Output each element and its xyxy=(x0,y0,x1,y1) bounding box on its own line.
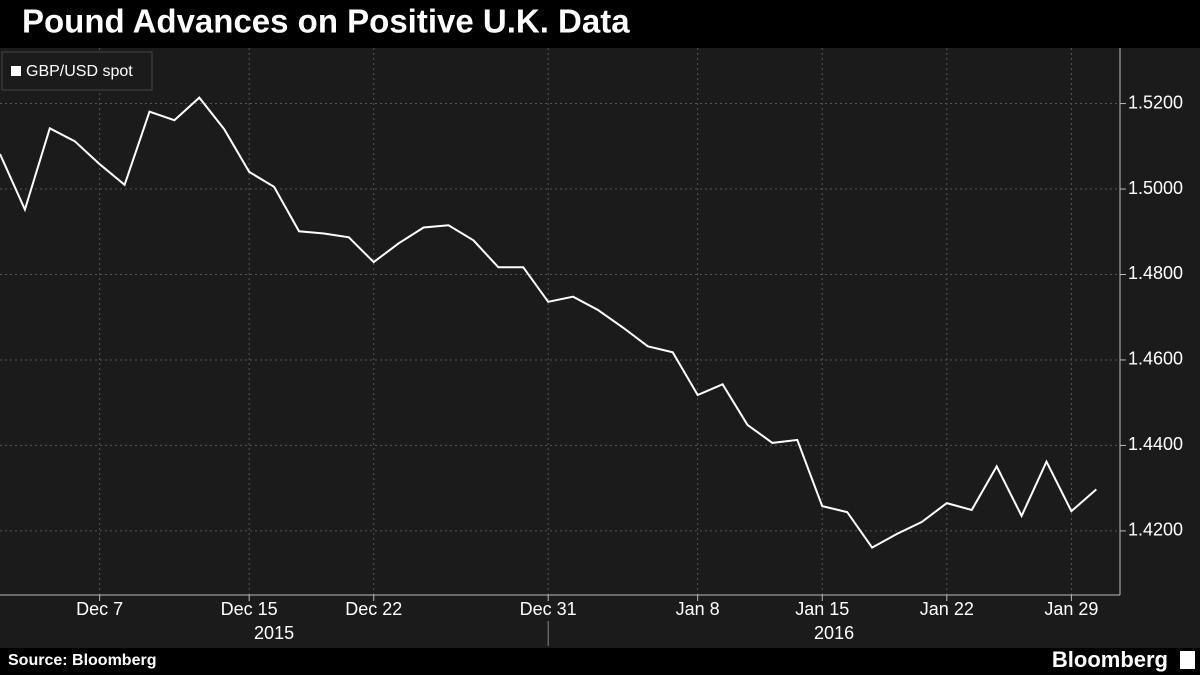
x-tick-label: Dec 7 xyxy=(76,599,123,619)
legend-box xyxy=(1,51,153,91)
x-tick-label: Dec 15 xyxy=(221,599,278,619)
chart-background xyxy=(0,48,1200,648)
chart-title: Pound Advances on Positive U.K. Data xyxy=(22,3,630,40)
x-tick-label: Jan 15 xyxy=(795,599,849,619)
y-tick-label: 1.4400 xyxy=(1128,434,1183,454)
y-tick-label: 1.4600 xyxy=(1128,349,1183,369)
legend-label: GBP/USD spot xyxy=(26,63,133,80)
y-tick-label: 1.5200 xyxy=(1128,92,1183,112)
x-tick-label: Jan 8 xyxy=(676,599,720,619)
y-tick-label: 1.5000 xyxy=(1128,178,1183,198)
year-label: 2016 xyxy=(814,623,854,643)
header xyxy=(0,0,1200,48)
y-tick-label: 1.4800 xyxy=(1128,263,1183,283)
legend-swatch xyxy=(11,66,21,76)
year-label: 2015 xyxy=(254,623,294,643)
x-tick-label: Jan 29 xyxy=(1044,599,1098,619)
x-tick-label: Dec 22 xyxy=(345,599,402,619)
footer xyxy=(0,648,1200,675)
brand-icon xyxy=(1180,651,1195,669)
y-tick-label: 1.4200 xyxy=(1128,520,1183,540)
x-tick-label: Jan 22 xyxy=(920,599,974,619)
brand: Bloomberg xyxy=(1052,647,1168,672)
x-tick-label: Dec 31 xyxy=(520,599,577,619)
line xyxy=(0,96,1097,549)
source: Source: Bloomberg xyxy=(8,652,156,669)
